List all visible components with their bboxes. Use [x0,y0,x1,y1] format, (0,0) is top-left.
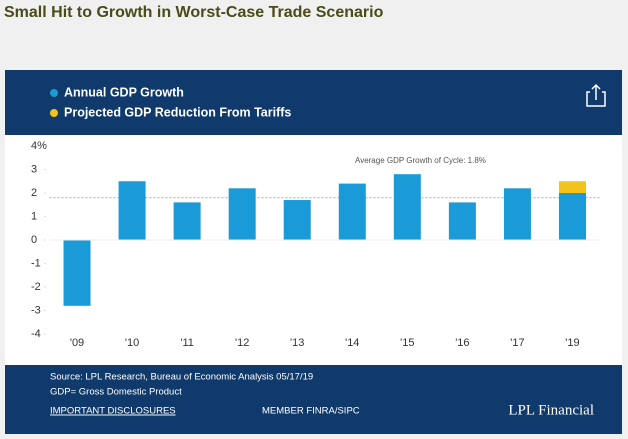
y-tick-label: -3 [31,304,41,316]
legend-label: Projected GDP Reduction From Tariffs [64,105,291,119]
bar [558,181,586,193]
x-tick-label: '16 [455,337,469,349]
bar [503,188,531,240]
share-icon[interactable] [586,83,606,107]
share-arrow [591,83,601,100]
y-tick-label: 1 [31,210,37,222]
annotation: Average GDP Growth of Cycle: 1.8% [355,156,486,165]
bar [118,181,146,240]
brand: LPL Financial [508,402,594,418]
legend-label: Annual GDP Growth [64,85,184,99]
bar [393,174,421,240]
y-tick-label: 3 [31,163,37,175]
panel-header [5,70,622,135]
y-tick-label: 0 [31,234,37,246]
bar [228,188,256,240]
y-tick-label: 4% [31,140,47,152]
bar [283,200,311,240]
legend-swatch [50,109,58,117]
source: Source: LPL Research, Bureau of Economic… [50,372,313,383]
y-tick-label: 2 [31,187,37,199]
bar [173,202,201,240]
y-tick-label: -1 [31,257,41,269]
share-box [586,91,606,107]
bar [448,202,476,240]
x-tick-label: '19 [565,337,579,349]
page-title: Small Hit to Growth in Worst-Case Trade … [4,4,384,21]
x-tick-label: '11 [180,337,194,349]
member: MEMBER FINRA/SIPC [262,406,360,417]
bar [63,240,91,306]
bar [338,183,366,240]
x-tick-label: '09 [70,337,84,349]
y-tick-label: -2 [31,281,41,293]
x-tick-label: '17 [510,337,524,349]
x-tick-label: '14 [345,337,359,349]
x-tick-label: '10 [125,337,139,349]
x-tick-label: '13 [290,337,304,349]
disclosures-link[interactable]: IMPORTANT DISCLOSURES [50,406,176,417]
note: GDP= Gross Domestic Product [50,387,182,398]
y-tick-label: -4 [31,328,41,340]
panel-footer [5,365,622,434]
x-tick-label: '12 [235,337,249,349]
legend-swatch [50,89,58,97]
bar [558,193,586,240]
x-tick-label: '15 [400,337,414,349]
